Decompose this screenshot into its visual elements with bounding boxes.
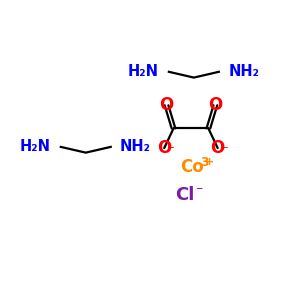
Text: Co: Co	[181, 158, 204, 175]
Text: ⁻: ⁻	[167, 144, 174, 157]
Text: H₂N: H₂N	[19, 140, 50, 154]
Text: H₂N: H₂N	[128, 64, 158, 79]
Text: ⁻: ⁻	[195, 184, 203, 198]
Text: 3: 3	[200, 156, 209, 169]
Text: NH₂: NH₂	[120, 140, 151, 154]
Text: +: +	[205, 158, 214, 167]
Text: O: O	[211, 139, 225, 157]
Text: O: O	[157, 139, 171, 157]
Text: ⁻: ⁻	[221, 144, 227, 157]
Text: Cl: Cl	[176, 186, 195, 204]
Text: NH₂: NH₂	[228, 64, 259, 79]
Text: O: O	[159, 96, 174, 114]
Text: O: O	[208, 96, 223, 114]
